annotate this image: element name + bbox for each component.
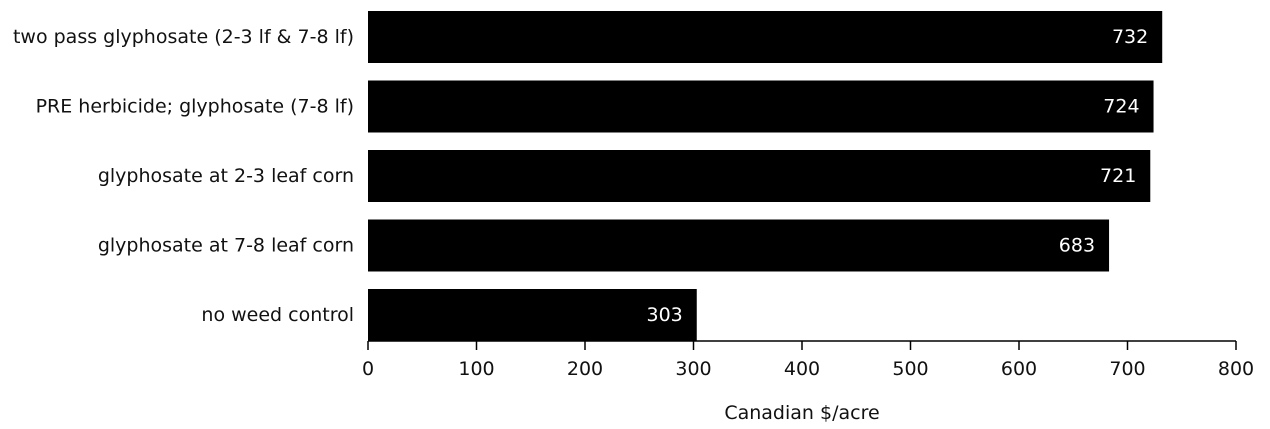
- category-label: glyphosate at 7-8 leaf corn: [98, 235, 354, 257]
- x-tick-label: 0: [362, 358, 374, 380]
- data-label: 721: [1100, 165, 1136, 187]
- bars-group: [368, 11, 1163, 341]
- bar: [368, 11, 1163, 63]
- x-axis: 0 100 200 300 400 500 600 700 800 Canadian $/acr…: [362, 340, 1254, 424]
- data-label: 724: [1103, 96, 1139, 118]
- data-label: 303: [646, 304, 682, 326]
- x-axis-title: Canadian $/acre: [724, 402, 879, 424]
- x-tick-label: 300: [675, 358, 711, 380]
- x-tick-label: 600: [1001, 358, 1037, 380]
- data-label: 683: [1059, 235, 1095, 257]
- x-tick-label: 700: [1109, 358, 1145, 380]
- category-label: glyphosate at 2-3 leaf corn: [98, 165, 354, 187]
- category-labels: two pass glyphosate (2-3 lf & 7-8 lf) PRE…: [13, 26, 354, 326]
- x-tick-label: 400: [784, 358, 820, 380]
- x-tick-label: 200: [567, 358, 603, 380]
- x-ticks: 0 100 200 300 400 500 600 700 800: [362, 341, 1254, 380]
- x-tick-label: 100: [458, 358, 494, 380]
- x-tick-label: 500: [892, 358, 928, 380]
- bar: [368, 289, 697, 341]
- bar: [368, 219, 1110, 272]
- bar: [368, 150, 1151, 202]
- category-label: two pass glyphosate (2-3 lf & 7-8 lf): [13, 26, 354, 48]
- category-label: PRE herbicide; glyphosate (7-8 lf): [36, 96, 354, 118]
- bar: [368, 80, 1154, 133]
- category-label: no weed control: [201, 304, 354, 326]
- x-tick-label: 800: [1218, 358, 1254, 380]
- value-labels: 732 724 721 683 303: [646, 26, 1148, 326]
- data-label: 732: [1112, 26, 1148, 48]
